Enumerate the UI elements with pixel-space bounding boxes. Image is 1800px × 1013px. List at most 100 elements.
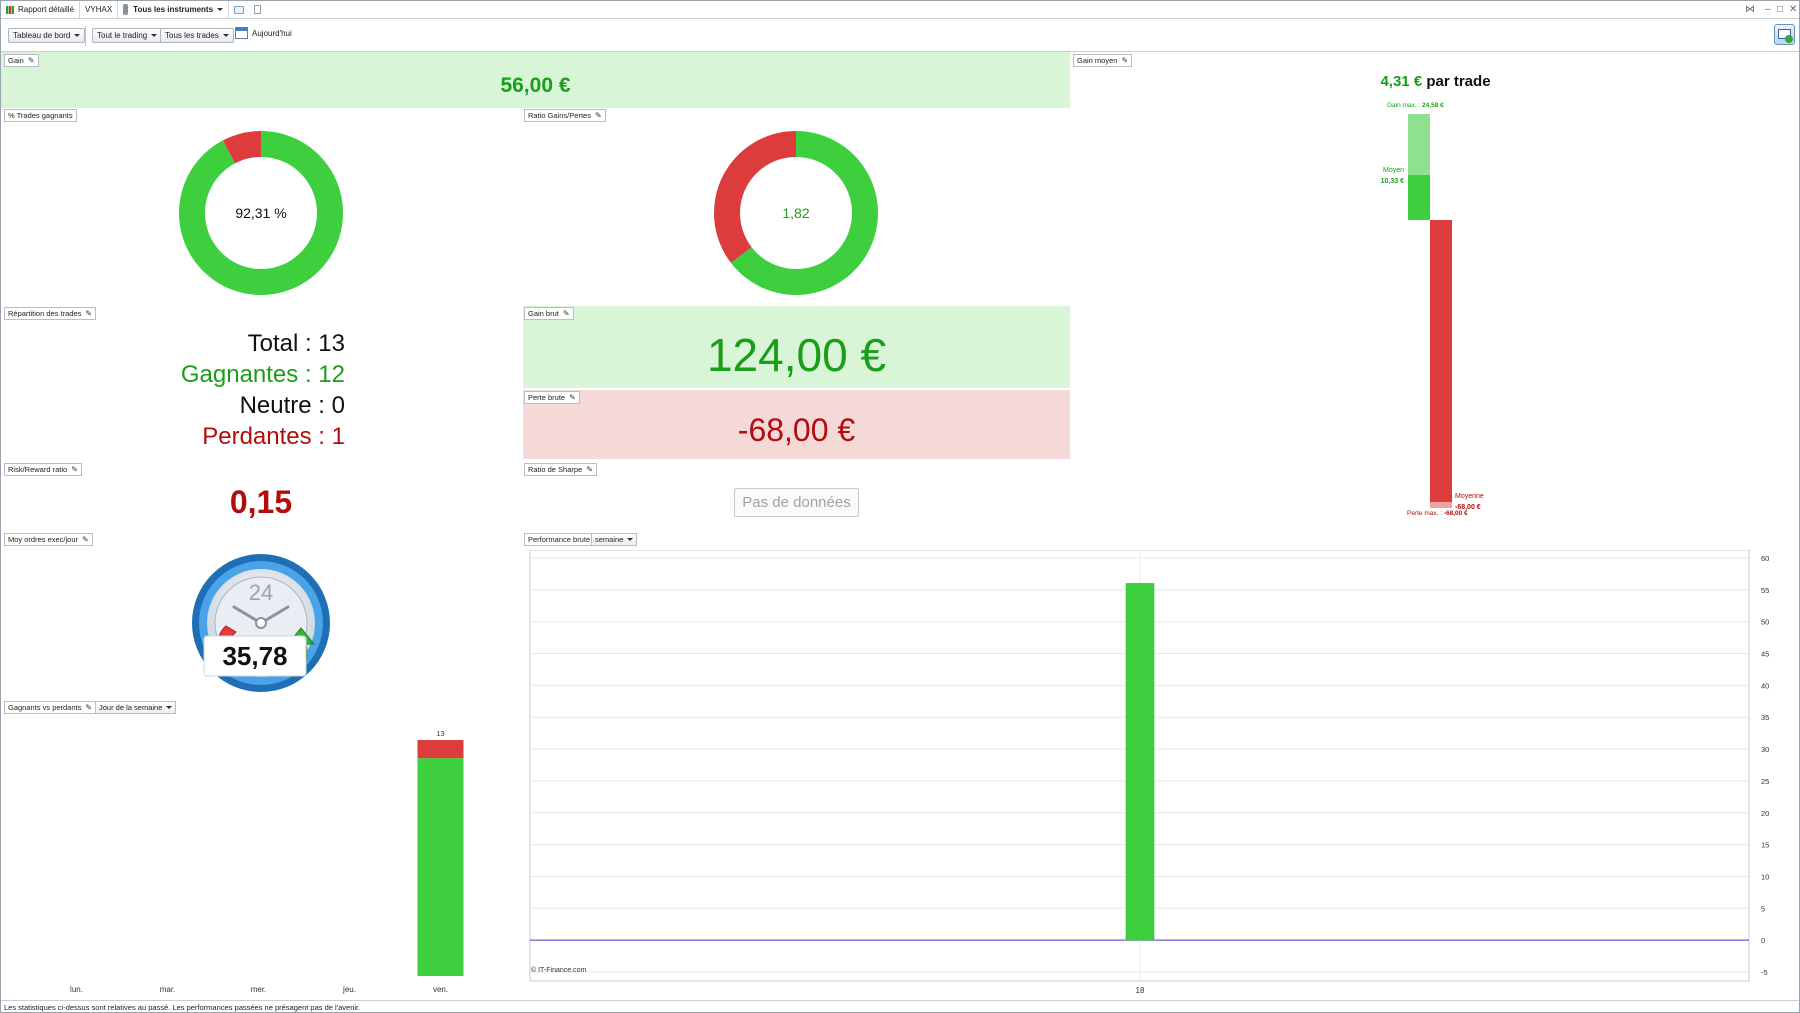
trades-dropdown[interactable]: Tous les trades (160, 28, 234, 43)
pin-icon[interactable]: ✎ (82, 535, 89, 544)
perte-brute-panel: Perte brute ✎ -68,00 € (523, 390, 1070, 459)
perf-y-tick: -5 (1761, 968, 1768, 977)
perf-y-tick: 15 (1761, 841, 1769, 850)
report-tab[interactable]: Rapport détaillé (1, 1, 81, 18)
chevron-down-icon (217, 8, 224, 11)
minimize-icon[interactable]: – (1765, 4, 1771, 15)
link-icon (123, 4, 129, 15)
pin-icon[interactable]: ✎ (594, 111, 602, 120)
perf-brute-title-text: Performance brute (528, 535, 591, 544)
repartition-list: Total : 13 Gagnantes : 12 Neutre : 0 Per… (1, 328, 345, 452)
repartition-title[interactable]: Répartition des trades ✎ (4, 307, 97, 320)
gvp-x-tick: ven. (433, 985, 448, 994)
gain-moyen-title-text: Gain moyen (1077, 56, 1118, 65)
ratio-gp-title[interactable]: Ratio Gains/Pertes ✎ (524, 109, 606, 122)
footer-disclaimer: Les statistiques ci-dessus sont relative… (1, 1000, 1799, 1013)
perf-y-tick: 25 (1761, 777, 1769, 786)
gvp-bar-segment (417, 758, 464, 976)
ratio-gp-donut: 1,82 (714, 131, 878, 295)
pin-icon[interactable]: ✎ (586, 465, 593, 474)
gain-moyen-title[interactable]: Gain moyen ✎ (1073, 54, 1133, 67)
perf-y-tick: 30 (1761, 745, 1769, 754)
pin-icon[interactable]: ✎ (85, 703, 93, 712)
pin-icon[interactable]: ✎ (1121, 56, 1129, 65)
instruments-label: Tous les instruments (133, 5, 214, 14)
gain-title[interactable]: Gain ✎ (4, 54, 39, 67)
gvp-x-tick: lun. (70, 985, 83, 994)
perf-brute-title[interactable]: Performance brute (524, 533, 595, 546)
gvp-grouping-label: Jour de la semaine (99, 703, 163, 712)
dashboard-dropdown[interactable]: Tableau de bord (8, 28, 86, 43)
dashboard-label: Tableau de bord (13, 31, 71, 40)
perf-y-tick: 40 (1761, 681, 1769, 690)
window-icon[interactable] (229, 1, 249, 18)
gain-moyen-bar (1408, 175, 1430, 220)
moy-ordres-title[interactable]: Moy ordres exec/jour ✎ (4, 533, 93, 546)
pct-gagnants-value: 92,31 % (235, 205, 286, 221)
today-button[interactable]: Aujourd'hui (235, 27, 292, 39)
perte-brute-title-text: Perte brute (528, 393, 566, 402)
chart-icon (6, 5, 14, 14)
pin-icon[interactable]: ✎ (562, 309, 570, 318)
clock-icon: 24 35,78 (192, 554, 330, 692)
gvp-x-tick: jeu. (342, 985, 356, 994)
pin-icon[interactable]: ✎ (85, 309, 93, 318)
pct-gagnants-panel: % Trades gagnants 92,31 % (1, 109, 521, 305)
risk-reward-title[interactable]: Risk/Reward ratio ✎ (4, 463, 82, 476)
risk-reward-panel: Risk/Reward ratio ✎ 0,15 (1, 462, 521, 532)
perf-bar (1125, 583, 1155, 941)
gvp-grouping-dropdown[interactable]: Jour de la semaine (95, 701, 177, 714)
perte-max-label: Perte max. : -68,00 € (1407, 510, 1468, 517)
sharpe-title[interactable]: Ratio de Sharpe ✎ (524, 463, 597, 476)
pin-icon[interactable]: ✎ (71, 465, 78, 474)
ratio-gp-panel: Ratio Gains/Pertes ✎ 1,82 (522, 109, 1070, 305)
gain-max-bar (1408, 114, 1430, 175)
trading-dropdown[interactable]: Tout le trading (92, 28, 163, 43)
gvp-bar-segment (417, 740, 464, 759)
perf-x-tick: 18 (1136, 986, 1145, 995)
gain-title-text: Gain (8, 56, 24, 65)
perf-y-tick: 20 (1761, 809, 1769, 818)
gain-value: 56,00 € (500, 74, 571, 97)
perf-y-tick: 10 (1761, 872, 1769, 881)
page-icon[interactable] (249, 1, 266, 18)
moy-ordres-title-text: Moy ordres exec/jour (8, 535, 79, 544)
gain-moyen-value: 4,31 € (1380, 73, 1423, 90)
moyenne-label: Moyenne -68,00 € (1455, 493, 1484, 511)
pct-gagnants-title[interactable]: % Trades gagnants (4, 109, 77, 122)
pin-icon[interactable]: ✎ (569, 393, 576, 402)
instruments-dropdown[interactable]: Tous les instruments (118, 1, 230, 18)
perf-brute-panel: Performance brute semaine 60 55 50 45 40 35 30… (523, 532, 1799, 999)
today-label: Aujourd'hui (252, 28, 292, 38)
perf-period-label: semaine (595, 535, 624, 544)
gvp-total-label: 13 (436, 729, 444, 738)
maximize-icon[interactable]: □ (1777, 4, 1784, 15)
calendar-icon (235, 27, 248, 39)
donut-segments (179, 131, 343, 295)
gain-moyen-panel: Gain moyen ✎ 4,31 € par trade Gain max. :… (1072, 52, 1799, 532)
close-icon[interactable]: ✕ (1789, 4, 1798, 15)
donut-win-segment (179, 131, 343, 295)
gvp-title[interactable]: Gagnants vs perdants ✎ (4, 701, 97, 714)
layout-settings-icon[interactable] (1774, 24, 1795, 45)
toolbar-divider (85, 26, 86, 46)
perf-y-tick: 55 (1761, 586, 1769, 595)
share-icon[interactable]: ⋈ (1745, 4, 1755, 15)
gain-panel: Gain ✎ 56,00 € (1, 52, 1070, 108)
pin-icon[interactable]: ✎ (27, 56, 35, 65)
gvp-x-tick: mer. (251, 985, 267, 994)
chevron-down-icon (74, 34, 81, 37)
pct-gagnants-title-text: % Trades gagnants (8, 111, 73, 120)
donut-loss-segment (714, 131, 796, 263)
perf-y-tick: 0 (1761, 936, 1765, 945)
perf-period-dropdown[interactable]: semaine (591, 533, 638, 546)
repartition-panel: Répartition des trades ✎ Total : 13 Gagna… (1, 306, 521, 461)
trades-label: Tous les trades (165, 31, 219, 40)
gagnants-vs-perdants-panel: Gagnants vs perdants ✎ Jour de la semaine… (1, 701, 521, 999)
perte-brute-title[interactable]: Perte brute ✎ (524, 391, 580, 404)
gvp-chart: lun. mar. mer. jeu. ven. 13 (70, 729, 464, 994)
gain-brut-title-text: Gain brut (528, 309, 559, 318)
ratio-gp-title-text: Ratio Gains/Pertes (528, 111, 591, 120)
gain-brut-title[interactable]: Gain brut ✎ (524, 307, 574, 320)
